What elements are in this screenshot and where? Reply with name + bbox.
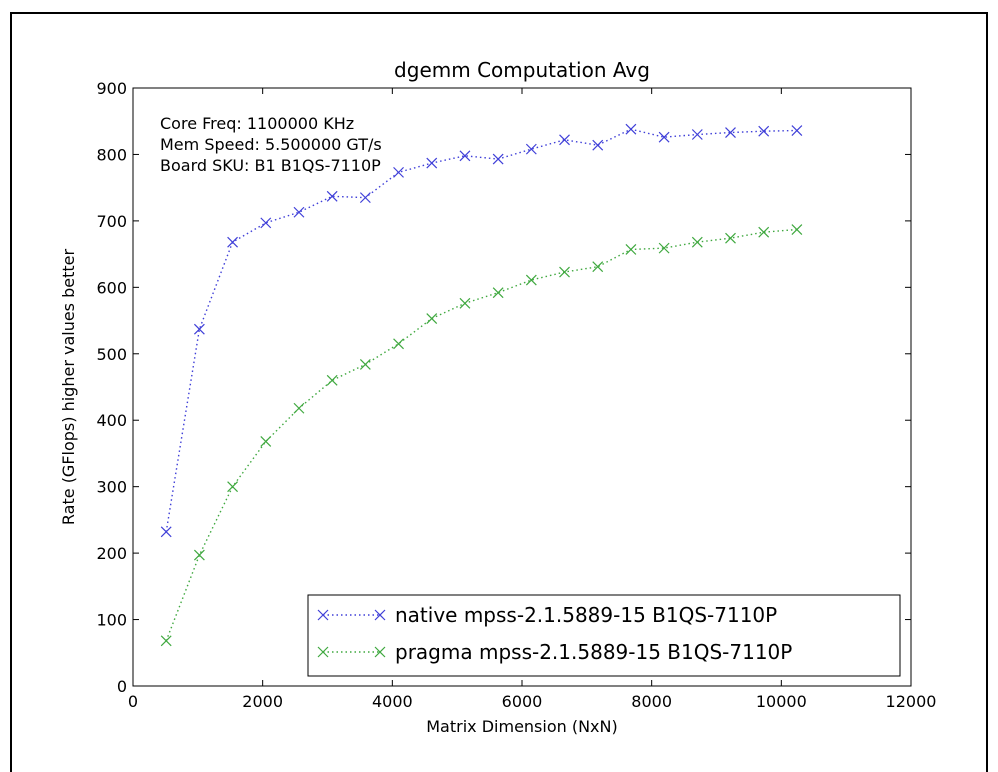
data-point (260, 217, 272, 229)
data-point (525, 274, 537, 286)
legend-marker (374, 646, 386, 658)
figure-border (10, 12, 988, 772)
data-point (592, 139, 604, 151)
legend-marker (317, 609, 329, 621)
data-point (459, 297, 471, 309)
x-tick-label: 4000 (372, 692, 413, 711)
data-point (691, 236, 703, 248)
data-point (658, 242, 670, 254)
annotation-layer: Core Freq: 1100000 KHz Mem Speed: 5.50000… (160, 114, 382, 175)
data-point (426, 313, 438, 324)
legend: native mpss-2.1.5889-15 B1QS-7110P pragma… (307, 594, 901, 677)
axis-ticks: 0 2000 4000 6000 8000 10000 12000 0 100 200 300 400… (96, 79, 936, 711)
chart-title: dgemm Computation Avg (394, 58, 650, 82)
x-tick-label: 10000 (756, 692, 807, 711)
y-tick-label: 800 (96, 145, 127, 164)
data-point (293, 206, 305, 218)
series-line (165, 228, 797, 642)
data-point (426, 157, 438, 169)
data-point (227, 481, 239, 493)
x-tick-label: 0 (128, 692, 138, 711)
data-point (193, 323, 205, 335)
x-tick-label: 6000 (502, 692, 543, 711)
data-point (525, 143, 537, 155)
y-tick-label: 700 (96, 212, 127, 231)
series-1 (160, 123, 803, 538)
legend-item: pragma mpss-2.1.5889-15 B1QS-7110P (317, 640, 792, 664)
series-2 (160, 224, 803, 647)
data-point (160, 526, 172, 538)
x-tick-label: 2000 (242, 692, 283, 711)
data-point (492, 153, 504, 165)
data-point (592, 261, 604, 273)
data-point (625, 244, 637, 255)
y-tick-label: 100 (96, 611, 127, 630)
legend-item: native mpss-2.1.5889-15 B1QS-7110P (317, 603, 777, 627)
data-point (293, 402, 305, 414)
x-tick-label: 8000 (631, 692, 672, 711)
data-point (725, 232, 736, 244)
annotation-line: Core Freq: 1100000 KHz (160, 114, 354, 133)
y-tick-label: 500 (96, 345, 127, 364)
y-tick-label: 900 (96, 79, 127, 98)
x-axis-label: Matrix Dimension (NxN) (426, 717, 617, 736)
x-tick-label: 12000 (886, 692, 937, 711)
data-point (326, 190, 338, 202)
data-point (559, 266, 570, 278)
data-point (393, 166, 404, 178)
data-point (658, 131, 670, 143)
y-tick-label: 200 (96, 544, 127, 563)
series-line (165, 128, 797, 532)
data-point (492, 287, 504, 299)
legend-box (307, 594, 901, 677)
legend-marker (317, 646, 329, 658)
y-tick-label: 0 (117, 677, 127, 696)
legend-marker (374, 609, 386, 621)
series-layer (160, 123, 803, 647)
data-point (691, 129, 703, 140)
y-axis-label: Rate (GFlops) higher values better (59, 249, 78, 526)
annotation-line: Board SKU: B1 B1QS-7110P (160, 156, 381, 175)
data-point (758, 125, 770, 137)
y-tick-label: 300 (96, 478, 127, 497)
data-point (393, 338, 404, 350)
legend-label: native mpss-2.1.5889-15 B1QS-7110P (395, 603, 777, 627)
y-tick-label: 600 (96, 278, 127, 297)
data-point (359, 358, 371, 370)
annotation-line: Mem Speed: 5.500000 GT/s (160, 135, 382, 154)
data-point (459, 150, 471, 162)
data-point (625, 123, 637, 135)
data-point (260, 436, 272, 447)
y-tick-label: 400 (96, 411, 127, 430)
data-point (758, 226, 770, 238)
legend-label: pragma mpss-2.1.5889-15 B1QS-7110P (395, 640, 792, 664)
data-point (559, 134, 570, 146)
data-point (326, 374, 338, 386)
data-point (227, 236, 239, 248)
data-point (791, 224, 803, 235)
data-point (791, 125, 803, 136)
data-point (193, 549, 205, 561)
data-point (359, 192, 371, 204)
data-point (160, 635, 172, 647)
data-point (725, 127, 736, 138)
